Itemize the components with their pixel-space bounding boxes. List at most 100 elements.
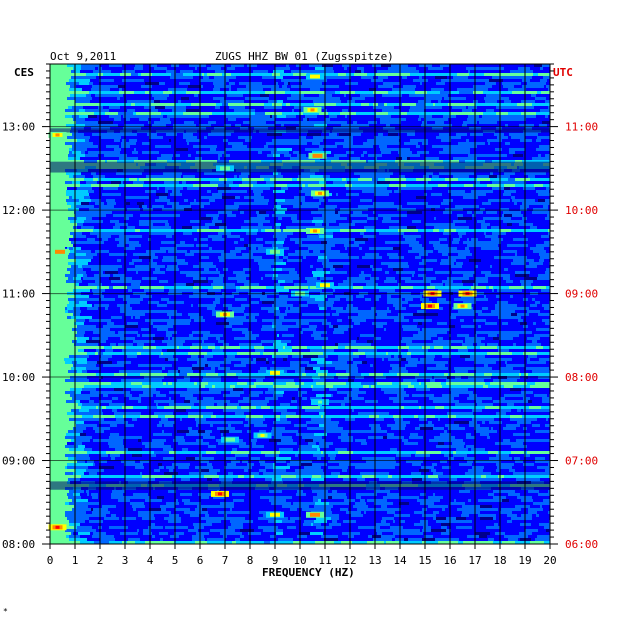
spectrogram-cell [156,280,159,283]
spectrogram-cell [548,205,550,208]
spectrogram-cell [415,271,421,274]
spectrogram-cell [409,94,424,97]
spectrogram-cell [469,139,473,142]
spectrogram-cell [514,211,521,214]
spectrogram-cell [172,91,186,94]
spectrogram-cell [327,256,339,259]
spectrogram-cell [219,199,234,202]
spectrogram-cell [395,109,400,112]
spectrogram-cell [322,229,330,232]
spectrogram-cell [52,268,57,271]
spectrogram-cell [288,187,291,190]
spectrogram-cell [82,100,90,103]
spectrogram-cell [546,268,550,271]
spectrogram-cell [282,217,291,220]
spectrogram-cell [185,211,198,214]
spectrogram-cell [165,85,174,88]
spectrogram-cell [300,277,305,280]
spectrogram-cell [517,109,526,112]
spectrogram-cell [262,76,273,79]
spectrogram-cell [538,100,542,103]
spectrogram-cell [127,268,137,271]
spectrogram-cell [361,187,374,190]
spectrogram-cell [426,175,429,178]
spectrogram-cell [182,238,194,241]
spectrogram-cell [144,124,152,127]
spectrogram-cell [485,220,495,223]
spectrogram-cell [474,172,488,175]
spectrogram-cell [320,253,334,256]
spectrogram-cell [126,280,141,283]
spectrogram-cell [339,223,347,226]
spectrogram-cell [443,115,453,118]
spectrogram-cell [445,67,452,70]
spectrogram-cell [374,136,386,139]
spectrogram-cell [289,190,299,193]
spectrogram-cell [473,88,488,91]
spectrogram-cell [189,295,197,298]
spectrogram-cell [386,142,400,145]
spectrogram-cell [336,232,346,235]
spectrogram-cell [496,88,508,91]
spectrogram-cell [381,310,387,313]
spectrogram-cell [334,76,336,79]
spectrogram-cell [214,124,224,127]
spectrogram-cell [411,277,423,280]
spectrogram-cell [493,151,498,154]
spectrogram-cell [76,79,90,82]
spectrogram-cell [476,298,488,301]
spectrogram-cell [441,310,449,313]
spectrogram-cell [208,106,215,109]
spectrogram-cell [406,199,410,202]
spectrogram-cell [536,196,542,199]
spectrogram-cell [171,139,183,142]
spectrogram-cell [198,199,209,202]
spectrogram-cell [495,304,509,307]
spectrogram-cell [498,235,513,238]
spectrogram-cell [309,259,317,262]
spectrogram-cell [273,124,275,127]
spectrogram-cell [138,124,144,127]
spectrogram-cell [499,100,504,103]
spectrogram-cell [344,139,353,142]
spectrogram-cell [142,172,148,175]
spectrogram-cell [292,148,305,151]
spectrogram-cell [501,298,508,301]
spectrogram-cell [280,283,294,286]
spectrogram-cell [540,109,550,112]
spectrogram-cell [198,94,204,97]
spectrogram-cell [283,229,296,232]
spectrogram-cell [272,85,274,88]
spectrogram-cell [76,193,89,196]
spectrogram-cell [114,229,118,232]
spectrogram-cell [310,124,314,127]
spectrogram-cell [136,184,143,187]
spectrogram-cell [352,208,366,211]
spectrogram-cell [335,289,342,292]
spectrogram-cell [441,79,455,82]
spectrogram-cell [380,139,394,142]
spectrogram-cell [376,112,388,115]
spectrogram-cell [290,223,295,226]
spectrogram-cell [355,88,369,91]
spectrogram-cell [495,220,503,223]
spectrogram-cell [150,247,160,250]
spectrogram-cell [200,238,208,241]
spectrogram-cell [366,208,368,211]
spectrogram-cell [475,250,489,253]
spectrogram-cell [239,118,250,121]
spectrogram-cell [251,139,261,142]
spectrogram-cell [413,295,422,298]
spectrogram-cell [498,244,507,247]
spectrogram-cell [291,154,297,157]
spectrogram-cell [308,256,318,259]
spectrogram-cell [186,109,199,112]
spectrogram-cell [351,181,365,184]
spectrogram-cell [159,187,162,190]
spectrogram-cell [528,94,531,97]
spectrogram-cell [265,241,276,244]
spectrogram-cell [50,184,59,187]
spectrogram-cell [342,109,348,112]
spectrogram-cell [345,112,348,115]
spectrogram-cell [199,109,208,112]
